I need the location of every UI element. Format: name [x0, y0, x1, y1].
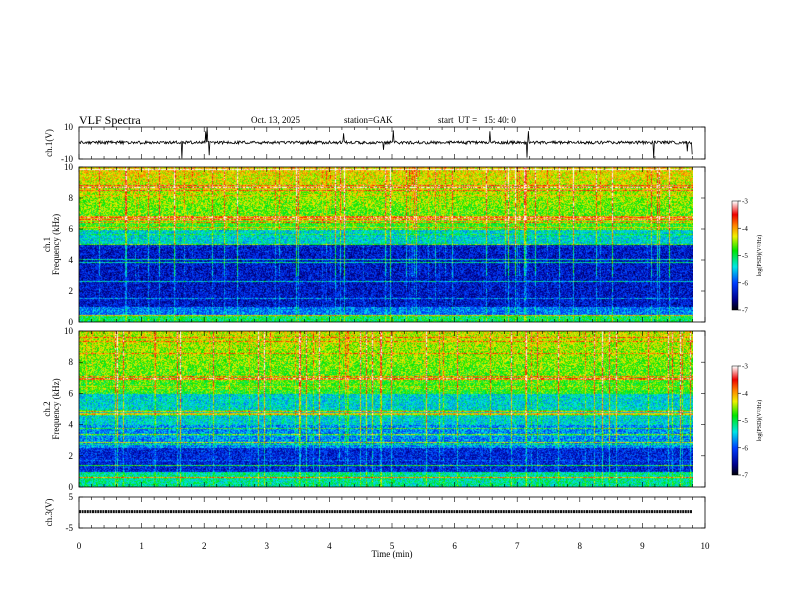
date-label: Oct. 13, 2025 [251, 115, 300, 125]
x-tick-label: 2 [202, 541, 207, 551]
y-tick-label-ch2-spectrogram: 0 [69, 482, 74, 492]
x-tick-label: 1 [139, 541, 144, 551]
colorbar-frame [731, 365, 739, 476]
ch1-trace [78, 127, 693, 159]
y-axis-label-ch1: ch.1(V) [44, 129, 54, 157]
y-tick-label-ch1-spectrogram: 10 [64, 162, 74, 172]
y-tick-label-ch1-spectrogram: 4 [69, 255, 74, 265]
panel-frame-ch1-spectrogram [78, 166, 706, 323]
station-label: station=GAK [344, 115, 393, 125]
x-tick-label: 8 [578, 541, 583, 551]
start-time-label: start UT = 15: 40: 0 [438, 115, 516, 125]
y-tick-label-ch1-spectrogram: 6 [69, 224, 74, 234]
y-axis-label-ch2-spectrogram: Frequency (kHz) [51, 378, 61, 439]
x-tick-label: 6 [452, 541, 457, 551]
y-tick-label-ch2-spectrogram: 8 [69, 357, 74, 367]
y-tick-label-ch3: 5 [69, 492, 74, 502]
y-tick-label-ch2-spectrogram: 10 [64, 326, 74, 336]
colorbar-tick-label: -7 [742, 472, 748, 480]
x-tick-label: 5 [390, 541, 395, 551]
colorbar-frame [731, 200, 739, 311]
ch1-spectrogram [79, 167, 693, 322]
y-axis-label-ch2-spectrogram: ch.2 [42, 401, 52, 416]
colorbar-tick-label: -6 [742, 444, 748, 452]
x-tick-label: 0 [77, 541, 82, 551]
x-tick-label: 4 [327, 541, 332, 551]
colorbar-tick-label: -4 [742, 225, 748, 233]
colorbar-tick-label: -5 [742, 252, 748, 260]
x-tick-label: 3 [265, 541, 270, 551]
y-tick-label-ch1-spectrogram: 0 [69, 317, 74, 327]
y-axis-label-ch1-spectrogram: Frequency (kHz) [51, 214, 61, 275]
colorbar-tick-label: -6 [742, 279, 748, 287]
colorbar-tick-label: -7 [742, 307, 748, 315]
y-tick-label-ch3: -5 [66, 523, 74, 533]
y-axis-label-ch1-spectrogram: ch.1 [42, 237, 52, 252]
colorbar-tick-label: -5 [742, 417, 748, 425]
colorbar-tick-label: -3 [742, 198, 748, 206]
colorbar-tick-label: -4 [742, 390, 748, 398]
x-tick-label: 7 [515, 541, 520, 551]
y-tick-label-ch1: -10 [61, 154, 73, 164]
ch1-colorbar [732, 201, 738, 310]
ch2-spectrogram [79, 331, 693, 487]
y-axis-label-ch3: ch.3(V) [44, 499, 54, 527]
colorbar-label: log(PSD)(V²/Hz) [756, 400, 763, 441]
colorbar-label: log(PSD)(V²/Hz) [756, 235, 763, 276]
y-tick-label-ch1-spectrogram: 2 [69, 286, 74, 296]
colorbar-tick-label: -3 [742, 363, 748, 371]
x-axis-label: Time (min) [372, 549, 413, 559]
ch2-colorbar [732, 366, 738, 475]
y-tick-label-ch2-spectrogram: 4 [69, 420, 74, 430]
y-tick-label-ch1-spectrogram: 8 [69, 193, 74, 203]
y-tick-label-ch2-spectrogram: 6 [69, 388, 74, 398]
figure-title: VLF Spectra [79, 113, 141, 127]
x-tick-label: 9 [640, 541, 645, 551]
y-tick-label-ch1: 10 [64, 122, 74, 132]
panel-frame-ch2-spectrogram [78, 330, 706, 488]
y-tick-label-ch2-spectrogram: 2 [69, 451, 74, 461]
x-tick-label: 10 [701, 541, 711, 551]
